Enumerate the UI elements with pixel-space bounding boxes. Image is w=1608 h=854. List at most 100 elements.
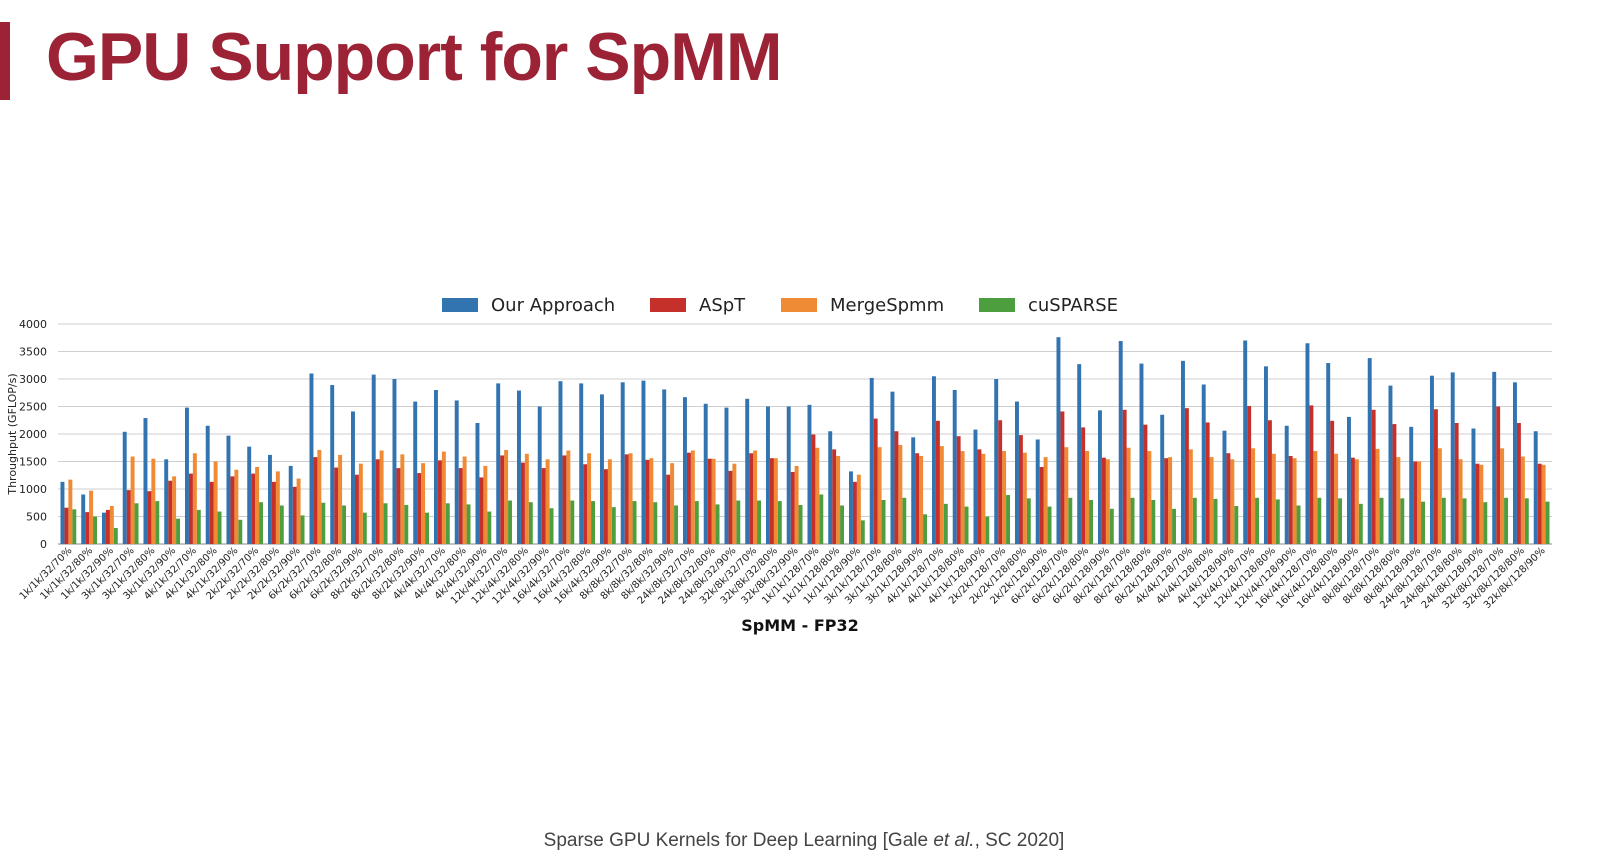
bar [860, 520, 865, 544]
bar [786, 406, 791, 544]
bar [1479, 464, 1484, 544]
bar [977, 449, 982, 544]
bar [973, 429, 978, 544]
bar [520, 462, 525, 544]
bar [1375, 448, 1380, 544]
bar [645, 459, 650, 544]
bar [279, 505, 284, 544]
bar [562, 455, 567, 544]
bar [404, 504, 409, 544]
bar [749, 453, 754, 544]
bar [666, 474, 671, 544]
bar [458, 468, 463, 544]
x-axis-ticks: 1k/1k/32/70%1k/1k/32/80%1k/1k/32/90%3k/1… [18, 545, 1548, 611]
bar [1400, 498, 1405, 544]
y-tick-label: 0 [40, 538, 47, 551]
bar [583, 464, 588, 544]
bar [1313, 451, 1318, 544]
bar [1188, 449, 1193, 544]
bar [579, 383, 584, 544]
bar [649, 458, 654, 544]
bar [1358, 503, 1363, 544]
bar [1014, 401, 1019, 544]
bar [1396, 457, 1401, 544]
bar [1002, 451, 1007, 544]
bar [350, 411, 355, 544]
bar [226, 435, 231, 544]
bar [1126, 447, 1131, 544]
bar [1081, 427, 1086, 544]
bar [234, 469, 239, 544]
bar [1533, 431, 1538, 544]
legend-swatch [979, 298, 1015, 312]
bar [628, 453, 633, 544]
bar [72, 509, 77, 544]
slide-title: GPU Support for SpMM [46, 19, 782, 95]
chart-legend: Our Approach ASpT MergeSpmm cuSPARSE [442, 295, 1118, 316]
bar [915, 453, 920, 544]
bar [1512, 382, 1517, 544]
bar [703, 403, 708, 544]
bar [591, 501, 596, 544]
bar [1305, 343, 1310, 544]
bar [840, 505, 845, 544]
bar [537, 406, 542, 544]
bar [1026, 498, 1031, 544]
legend-swatch [650, 298, 686, 312]
bar [599, 394, 604, 544]
bar [1317, 497, 1322, 544]
bar [956, 436, 961, 544]
bar [935, 420, 940, 544]
bar [852, 481, 857, 544]
bar [724, 407, 729, 544]
bar [890, 391, 895, 544]
bar [1483, 502, 1488, 544]
bar [1454, 423, 1459, 544]
bar [93, 516, 98, 544]
bar [777, 501, 782, 544]
bar [292, 486, 297, 544]
title-accent-bar [0, 22, 10, 100]
bar [1537, 463, 1542, 544]
bar [653, 502, 658, 544]
y-tick-label: 2500 [19, 401, 47, 414]
y-tick-label: 3000 [19, 373, 47, 386]
bar [1330, 420, 1335, 544]
y-tick-label: 4000 [19, 318, 47, 331]
bar [1222, 430, 1227, 544]
bar [607, 459, 612, 544]
bar [230, 476, 235, 544]
bar [1284, 425, 1289, 544]
bar [1064, 447, 1069, 544]
bar [151, 458, 156, 544]
bar [313, 457, 318, 544]
y-tick-label: 500 [26, 511, 47, 524]
bar [188, 473, 193, 544]
bar [524, 453, 529, 544]
bar [794, 465, 799, 544]
bar [790, 471, 795, 544]
bar [558, 381, 563, 544]
bar [504, 449, 509, 544]
bar [952, 390, 957, 544]
bar [487, 511, 492, 544]
bar [1226, 453, 1231, 544]
bar [433, 390, 438, 544]
throughput-bar-chart: Our Approach ASpT MergeSpmm cuSPARSE 0 500 10… [6, 295, 1552, 635]
bar [1234, 506, 1239, 544]
bar [1367, 358, 1372, 544]
bar [1520, 456, 1525, 544]
bar [508, 500, 513, 544]
bar [836, 456, 841, 544]
bar [528, 502, 533, 544]
chart-bars [60, 337, 1550, 544]
bar [1524, 498, 1529, 544]
bar [462, 456, 467, 544]
bar [1247, 405, 1252, 544]
bar [1392, 424, 1397, 544]
bar [807, 404, 812, 544]
bar [898, 445, 903, 544]
bar [881, 500, 886, 544]
bar [1462, 498, 1467, 544]
bar [674, 505, 679, 544]
